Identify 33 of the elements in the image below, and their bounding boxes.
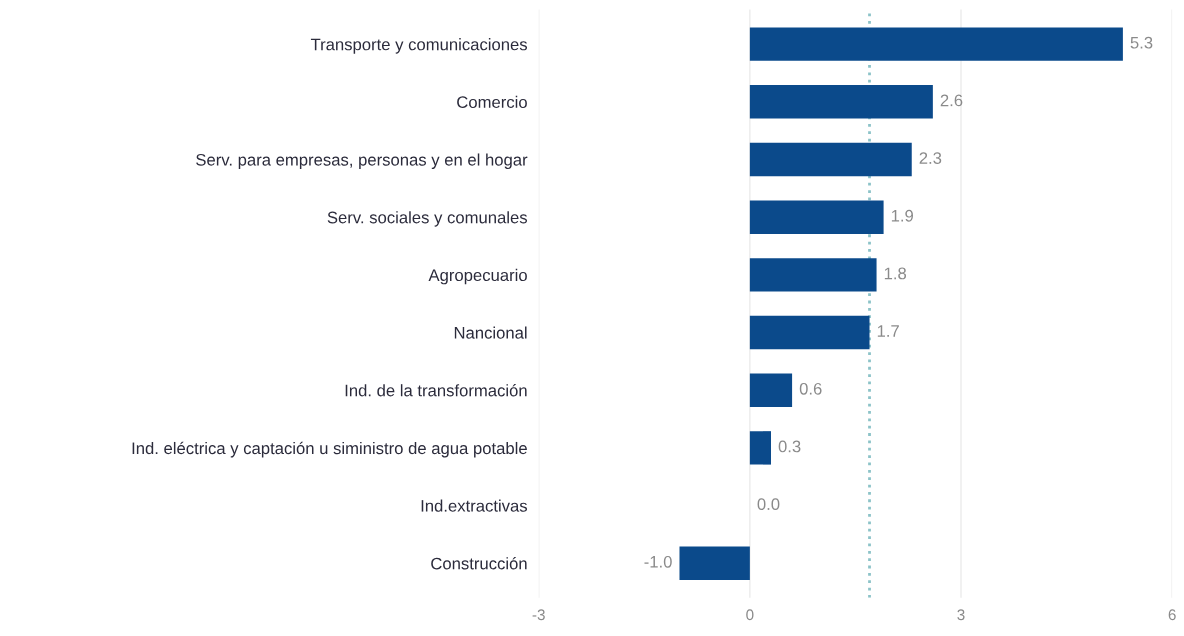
- data-label: 0.6: [799, 382, 822, 395]
- data-label: 1.8: [884, 267, 907, 280]
- bar: [749, 431, 771, 465]
- bar: [679, 546, 750, 580]
- data-label: 0.3: [778, 440, 801, 453]
- data-label: 2.6: [940, 94, 963, 107]
- data-label: 0.0: [757, 498, 780, 511]
- y-tick-label: Serv. sociales y comunales: [327, 211, 528, 227]
- bar: [749, 200, 884, 234]
- x-tick-label: 0: [746, 609, 754, 621]
- y-tick-label: Transporte y comunicaciones: [310, 38, 528, 54]
- y-tick-label: Comercio: [457, 95, 527, 109]
- x-tick-label: 6: [1168, 609, 1176, 621]
- y-tick-label: Ind. de la transformación: [345, 383, 527, 397]
- bar: [749, 142, 912, 177]
- data-label: 1.7: [877, 325, 899, 337]
- y-tick-label: Construcción: [431, 557, 527, 570]
- bar: [749, 315, 870, 350]
- bar: [749, 27, 1123, 61]
- y-tick-label: Ind. eléctrica y captación u siministro de agua potable: [132, 441, 527, 458]
- x-tick-label: 3: [957, 609, 965, 621]
- bar: [749, 85, 933, 119]
- y-tick-label: Nancional: [454, 326, 527, 339]
- y-tick-label: Agropecuario: [428, 268, 527, 285]
- y-tick-label: Serv. para empresas, personas y en el hogar: [196, 153, 528, 169]
- bar: [749, 258, 877, 292]
- data-label: 2.3: [919, 152, 942, 164]
- data-label: 5.3: [1130, 36, 1153, 49]
- data-label: -1.0: [644, 555, 672, 568]
- x-tick-label: -3: [532, 609, 545, 621]
- bar: [749, 373, 793, 407]
- y-tick-label: Ind.extractivas: [421, 499, 528, 512]
- data-label: 1.9: [891, 209, 914, 222]
